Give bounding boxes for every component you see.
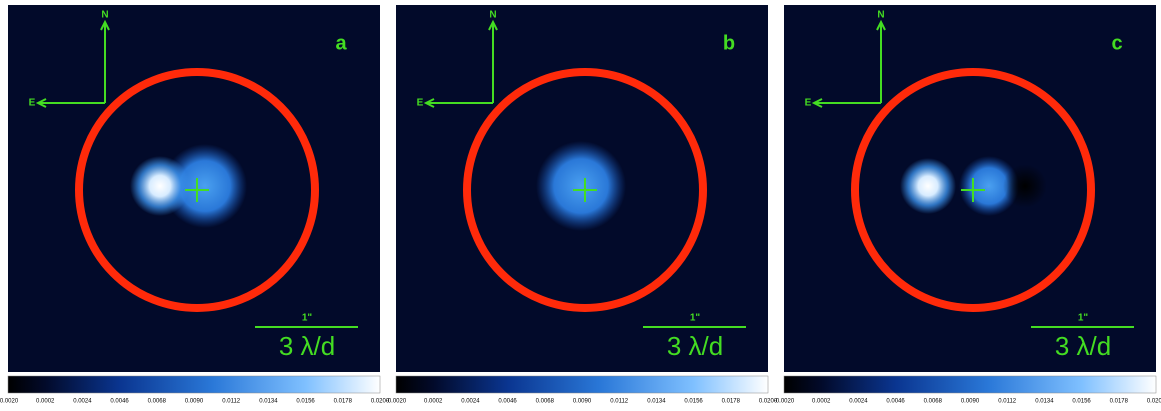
colorbar-tick-label: 0.0068 <box>536 399 555 405</box>
colorbar-tick-label: 0.0200 <box>1147 399 1161 405</box>
source-blob <box>130 156 190 216</box>
panel: N Eb 1" 3 λ/d -0.0020 0.0002 0.0024 0.0046 0.006… <box>386 5 778 405</box>
east-label: E <box>417 98 424 109</box>
colorbar-tick-label: 0.0156 <box>684 399 703 405</box>
colorbar-tick-label: 0.0112 <box>998 399 1017 405</box>
colorbar-tick-label: 0.0090 <box>185 399 204 405</box>
colorbar-tick-label: -0.0020 <box>774 399 795 405</box>
colorbar-tick-label: 0.0068 <box>148 399 167 405</box>
colorbar-tick-label: 0.0002 <box>424 399 443 405</box>
east-label: E <box>805 98 812 109</box>
colorbar <box>396 376 768 393</box>
panel: N Ec 1" 3 λ/d -0.0020 0.0002 0.0024 0.0046 0.006… <box>774 5 1161 405</box>
colorbar-tick-label: 0.0068 <box>924 399 943 405</box>
colorbar-tick-label: 0.0002 <box>36 399 55 405</box>
colorbar-tick-label: 0.0134 <box>259 399 278 405</box>
scale-lambda: 3 λ/d <box>1055 331 1111 361</box>
north-label: N <box>489 10 496 21</box>
colorbar-tick-label: -0.0020 <box>386 399 407 405</box>
scale-arcsec: 1" <box>690 313 701 324</box>
colorbar-tick-label: 0.0156 <box>296 399 315 405</box>
colorbar-tick-label: 0.0178 <box>334 399 353 405</box>
colorbar-tick-label: 0.0178 <box>1110 399 1129 405</box>
source-blob <box>1003 164 1047 208</box>
colorbar-tick-label: 0.0156 <box>1072 399 1091 405</box>
colorbar-tick-label: 0.0134 <box>1035 399 1054 405</box>
colorbar-tick-label: 0.0112 <box>610 399 629 405</box>
panel-label: c <box>1111 32 1122 54</box>
source-blob <box>536 141 626 231</box>
scale-lambda: 3 λ/d <box>667 331 723 361</box>
colorbar <box>8 376 380 393</box>
colorbar-tick-label: 0.0046 <box>498 399 517 405</box>
source-blob <box>900 158 956 214</box>
scale-lambda: 3 λ/d <box>279 331 335 361</box>
colorbar-tick-label: 0.0024 <box>73 399 92 405</box>
figure: N Ea 1" 3 λ/d -0.0020 0.0002 0.0024 0.0046 0.006… <box>0 0 1161 406</box>
colorbar-tick-label: 0.0112 <box>222 399 241 405</box>
colorbar-tick-label: 0.0090 <box>573 399 592 405</box>
scale-arcsec: 1" <box>302 313 313 324</box>
colorbar-tick-label: 0.0046 <box>886 399 905 405</box>
colorbar <box>784 376 1156 393</box>
colorbar-tick-label: 0.0134 <box>647 399 666 405</box>
east-label: E <box>29 98 36 109</box>
colorbar-tick-label: 0.0024 <box>461 399 480 405</box>
colorbar-tick-label: 0.0046 <box>110 399 129 405</box>
north-label: N <box>101 10 108 21</box>
colorbar-tick-label: 0.0090 <box>961 399 980 405</box>
panel-label: b <box>723 32 735 54</box>
scale-arcsec: 1" <box>1078 313 1089 324</box>
panel-label: a <box>335 32 347 54</box>
colorbar-tick-label: 0.0178 <box>722 399 741 405</box>
colorbar-tick-label: 0.0024 <box>849 399 868 405</box>
panel: N Ea 1" 3 λ/d -0.0020 0.0002 0.0024 0.0046 0.006… <box>0 5 390 405</box>
colorbar-tick-label: 0.0002 <box>812 399 831 405</box>
colorbar-tick-label: -0.0020 <box>0 399 19 405</box>
north-label: N <box>877 10 884 21</box>
